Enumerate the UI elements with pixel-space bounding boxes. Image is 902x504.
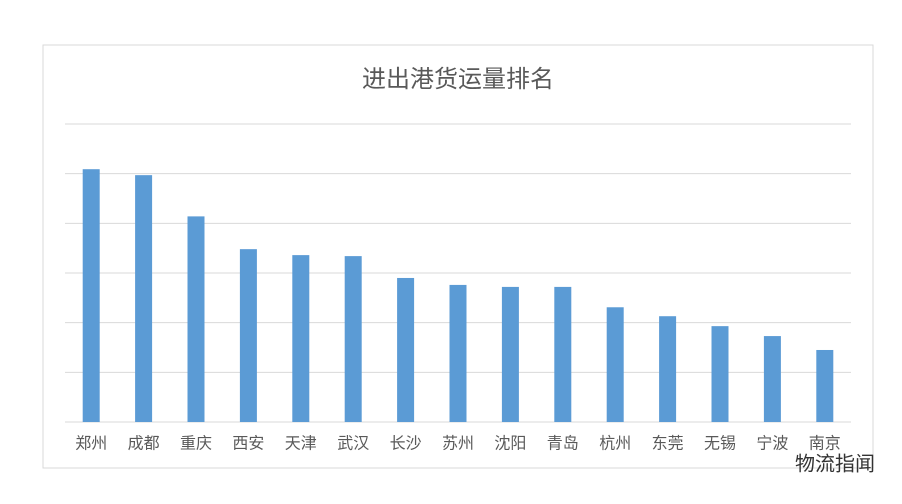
x-tick-label: 杭州 <box>599 434 631 453</box>
chart-title: 进出港货运量排名 <box>362 65 554 93</box>
x-tick-label: 沈阳 <box>494 434 526 453</box>
x-tick-label: 成都 <box>128 434 160 453</box>
x-tick-label: 南京 <box>809 434 841 453</box>
bar <box>606 307 624 422</box>
x-tick-label: 天津 <box>285 434 317 453</box>
bar <box>135 175 153 422</box>
x-tick-label: 重庆 <box>180 434 212 453</box>
x-tick-label: 无锡 <box>704 434 736 453</box>
x-tick-label: 长沙 <box>390 434 422 453</box>
bar <box>397 277 415 422</box>
x-tick-label: 苏州 <box>442 434 474 453</box>
bar <box>659 316 677 422</box>
bar <box>292 255 310 422</box>
bar <box>501 286 519 422</box>
x-tick-label: 宁波 <box>756 434 788 453</box>
bar <box>239 249 257 422</box>
bar <box>554 286 572 422</box>
bar <box>187 216 205 422</box>
x-tick-label: 东莞 <box>652 434 684 453</box>
bar <box>816 349 834 422</box>
watermark: 物流指闻 <box>795 452 875 476</box>
bar <box>82 169 100 422</box>
bar <box>711 326 729 422</box>
x-tick-label: 武汉 <box>337 434 369 453</box>
bar <box>344 256 362 422</box>
bar <box>449 284 467 422</box>
bar <box>763 336 781 422</box>
x-tick-label: 青岛 <box>547 434 579 453</box>
x-tick-label: 郑州 <box>75 434 107 453</box>
x-tick-label: 西安 <box>232 434 264 453</box>
